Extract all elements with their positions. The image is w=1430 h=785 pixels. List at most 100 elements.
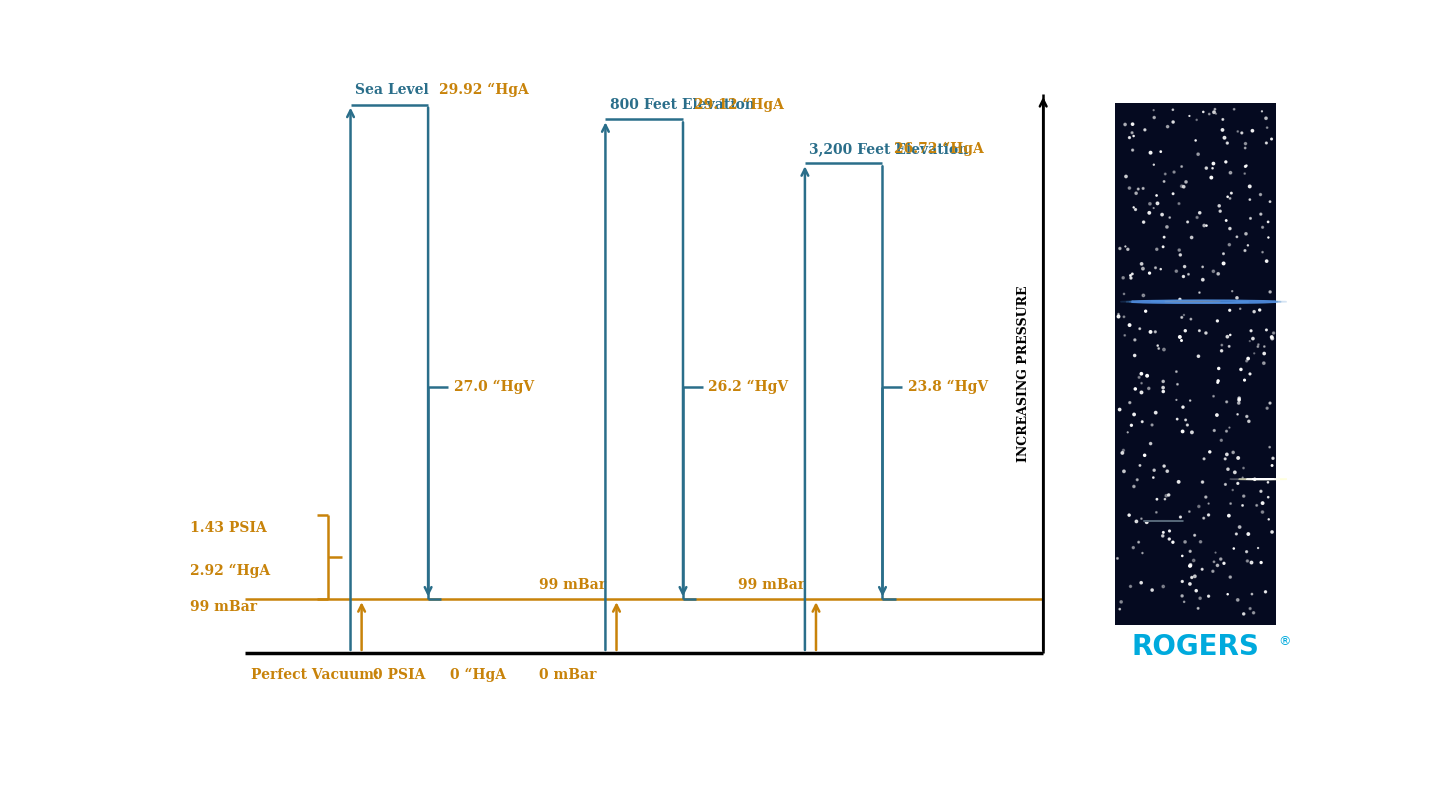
Point <box>1174 324 1197 337</box>
Point <box>1163 166 1185 178</box>
Point <box>1124 203 1147 216</box>
Point <box>1168 293 1191 305</box>
Point <box>1130 367 1153 380</box>
Point <box>1143 471 1165 484</box>
Point <box>1253 347 1276 360</box>
Point <box>1234 142 1257 155</box>
Point <box>1263 327 1286 339</box>
Point <box>1108 403 1131 416</box>
Point <box>1227 451 1250 464</box>
Point <box>1151 385 1174 398</box>
Point <box>1178 545 1201 557</box>
Point <box>1188 287 1211 299</box>
Point <box>1250 105 1273 118</box>
Point <box>1121 268 1144 280</box>
Point <box>1248 188 1271 201</box>
Point <box>1118 396 1141 409</box>
Point <box>1165 393 1188 406</box>
Point <box>1214 214 1237 227</box>
Point <box>1216 396 1238 408</box>
Point <box>1114 170 1137 183</box>
Point <box>1177 268 1200 280</box>
Point <box>1171 590 1194 602</box>
Point <box>1234 160 1257 173</box>
Point <box>1207 376 1230 389</box>
Point <box>1243 607 1266 619</box>
Point <box>1233 167 1256 180</box>
Point <box>1153 343 1175 356</box>
Point <box>1224 466 1247 479</box>
Point <box>1120 580 1143 593</box>
Point <box>1114 329 1137 341</box>
Point <box>1251 221 1274 234</box>
Point <box>1118 182 1141 195</box>
Point <box>1165 378 1188 391</box>
Point <box>1125 515 1148 528</box>
Point <box>1231 499 1254 512</box>
Point <box>1240 324 1263 337</box>
Point <box>1237 528 1260 540</box>
Point <box>1216 137 1238 149</box>
Point <box>1130 513 1153 525</box>
Text: 29.12 “HgA: 29.12 “HgA <box>694 98 784 112</box>
Point <box>1188 592 1211 604</box>
Point <box>1221 285 1244 298</box>
Point <box>1153 175 1175 188</box>
Text: 29.92 “HgA: 29.92 “HgA <box>439 83 529 97</box>
Point <box>1256 122 1278 134</box>
Point <box>1174 414 1197 426</box>
Point <box>1180 313 1203 326</box>
Point <box>1190 535 1213 548</box>
Point <box>1173 270 1195 283</box>
Ellipse shape <box>1151 301 1213 302</box>
Point <box>1145 243 1168 256</box>
Point <box>1228 520 1251 533</box>
Point <box>1207 268 1230 280</box>
Point <box>1117 243 1140 256</box>
Point <box>1147 342 1170 355</box>
Point <box>1216 330 1238 343</box>
Point <box>1133 216 1155 228</box>
Point <box>1194 491 1217 503</box>
Point <box>1260 133 1283 145</box>
Text: Sea Level: Sea Level <box>355 83 429 97</box>
Point <box>1124 334 1147 346</box>
Point <box>1185 585 1208 597</box>
Point <box>1218 340 1241 352</box>
Point <box>1130 257 1153 270</box>
Text: 3,200 Feet Elevation: 3,200 Feet Elevation <box>809 142 968 156</box>
Point <box>1187 350 1210 363</box>
Point <box>1203 265 1226 278</box>
Point <box>1227 125 1250 137</box>
Point <box>1138 267 1161 279</box>
Point <box>1187 500 1210 513</box>
Point <box>1151 580 1174 593</box>
Point <box>1123 542 1145 554</box>
Point <box>1124 382 1147 395</box>
Text: 27.0 “HgV: 27.0 “HgV <box>453 380 533 394</box>
Point <box>1144 261 1167 274</box>
Point <box>1218 304 1241 316</box>
Point <box>1243 473 1266 486</box>
Point <box>1216 191 1238 203</box>
Point <box>1144 326 1167 338</box>
Point <box>1247 542 1270 554</box>
Point <box>1193 219 1216 232</box>
Point <box>1151 530 1174 542</box>
Ellipse shape <box>1203 301 1248 302</box>
Point <box>1236 546 1258 558</box>
Point <box>1258 286 1281 298</box>
Point <box>1173 181 1195 193</box>
Point <box>1121 118 1144 130</box>
Point <box>1133 289 1155 301</box>
Point <box>1220 497 1243 509</box>
Text: ROGERS: ROGERS <box>1131 633 1260 662</box>
Point <box>1218 571 1241 583</box>
Point <box>1157 489 1180 502</box>
Point <box>1238 602 1261 615</box>
Point <box>1151 240 1174 253</box>
Point <box>1140 437 1163 450</box>
Point <box>1261 459 1284 472</box>
Point <box>1171 425 1194 438</box>
Point <box>1210 434 1233 447</box>
